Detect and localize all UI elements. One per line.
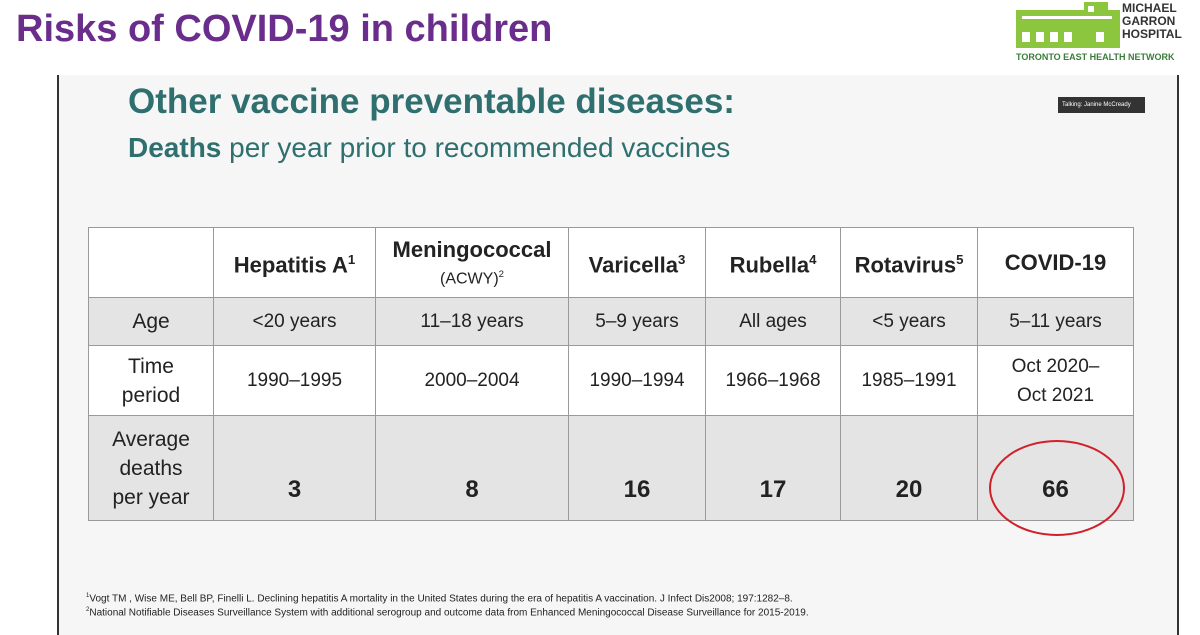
subtitle-rest: per year prior to recommended vaccines: [221, 132, 731, 163]
column-name: Rotavirus: [854, 252, 957, 278]
table-cell: 3: [213, 415, 376, 521]
cell-text: 1990–1995: [246, 370, 343, 391]
table-cell: Time period: [88, 345, 214, 416]
row-label: Average: [112, 427, 190, 451]
talking-indicator: Talking: Janine McCready: [1058, 97, 1145, 113]
footnote-mark: 1: [347, 252, 356, 268]
cell-value: 8: [465, 475, 479, 503]
page: Risks of COVID-19 in children MICHAEL GAR…: [16, 1, 1182, 635]
subtitle-bold: Deaths: [128, 132, 222, 163]
highlight-ellipse: [989, 440, 1125, 536]
row-label: period: [121, 383, 181, 407]
footnote-mark: 3: [677, 252, 686, 268]
table-cell: [88, 227, 214, 298]
table-cell: COVID-19: [977, 227, 1134, 298]
footnote-mark: 4: [809, 252, 817, 268]
cell-text: 2000–2004: [424, 370, 520, 391]
table-cell: Average deaths per year: [88, 415, 214, 521]
column-name: Hepatitis A: [233, 252, 348, 278]
table-cell: 16: [568, 415, 706, 521]
logo-line: GARRON: [1122, 14, 1176, 28]
logo-line: HOSPITAL: [1122, 27, 1182, 41]
table-cell: 8: [375, 415, 569, 521]
slide-title: Other vaccine preventable diseases:: [128, 82, 735, 121]
row-label: deaths: [119, 456, 183, 480]
cell-value: 3: [287, 475, 302, 503]
table-cell: 20: [840, 415, 978, 521]
table-cell: Hepatitis A1: [213, 227, 376, 298]
footnote-mark: 2: [86, 607, 90, 613]
footnote: 2National Notifiable Diseases Surveillan…: [86, 607, 809, 618]
slide-subtitle: Deaths per year prior to recommended vac…: [128, 132, 730, 164]
footnote-mark: 2: [498, 268, 504, 280]
cell-text: All ages: [739, 311, 807, 332]
table-cell: 2000–2004: [375, 345, 569, 416]
table-cell: 1966–1968: [705, 345, 841, 416]
row-label: Age: [132, 310, 170, 333]
cell-text: 1966–1968: [725, 370, 821, 391]
cell-value: 66: [1042, 475, 1069, 503]
table-cell: <20 years: [213, 297, 376, 346]
table-cell: 5–11 years: [977, 297, 1134, 346]
table-cell: Varicella3: [568, 227, 706, 298]
cell-text: 11–18 years: [420, 311, 524, 332]
logo-name: MICHAEL GARRON HOSPITAL: [1122, 2, 1182, 41]
header-title: Risks of COVID-19 in children: [16, 8, 553, 50]
row-label: per year: [112, 485, 190, 509]
column-name: Varicella: [588, 252, 678, 278]
column-sub: (ACWY)2: [440, 264, 504, 290]
cell-value: 16: [623, 475, 651, 503]
cell-value: 17: [759, 475, 787, 503]
table-cell: Rubella4: [705, 227, 841, 298]
column-header: COVID-19: [1005, 248, 1106, 277]
footnote-text: National Notifiable Diseases Surveillanc…: [89, 607, 809, 619]
logo-line: MICHAEL: [1122, 1, 1177, 15]
table-cell: All ages: [705, 297, 841, 346]
table-cell: 1985–1991: [840, 345, 978, 416]
table-cell: 1990–1995: [213, 345, 376, 416]
footnote-mark: 5: [956, 252, 964, 268]
table-cell: Meningococcal (ACWY)2: [375, 227, 569, 298]
table-cell: Age: [88, 297, 214, 346]
table-cell: 5–9 years: [568, 297, 706, 346]
table-cell: 1990–1994: [568, 345, 706, 416]
cell-text: 5–11 years: [1009, 311, 1102, 332]
column-name: Meningococcal: [392, 236, 552, 262]
footnote: 1Vogt TM , Wise ME, Bell BP, Finelli L. …: [86, 593, 793, 604]
table-cell: 11–18 years: [375, 297, 569, 346]
column-name: COVID-19: [1004, 250, 1107, 275]
table-cell: <5 years: [840, 297, 978, 346]
cell-text: 1985–1991: [861, 370, 957, 391]
table-cell: 17: [705, 415, 841, 521]
cell-text: Oct 2021: [1016, 384, 1095, 406]
table-cell: Rotavirus5: [840, 227, 978, 298]
cell-text: 5–9 years: [595, 311, 679, 332]
footnote-mark: 1: [86, 593, 90, 599]
cell-text: 1990–1994: [589, 370, 685, 391]
column-name: Rubella: [729, 252, 810, 278]
table-cell: Oct 2020– Oct 2021: [977, 345, 1134, 416]
table-cell: 66: [977, 415, 1134, 521]
row-label: Time: [128, 354, 174, 378]
column-header: Varicella3: [589, 245, 686, 279]
cell-text: Oct 2020–: [1011, 355, 1100, 377]
column-subname: (ACWY): [440, 270, 499, 288]
column-header: Rubella4: [730, 245, 817, 279]
column-header: Rotavirus5: [855, 245, 964, 279]
footnote-text: Vogt TM , Wise ME, Bell BP, Finelli L. D…: [89, 593, 793, 605]
column-header: Meningococcal: [393, 235, 552, 264]
cell-text: <20 years: [252, 311, 337, 332]
column-header: Hepatitis A1: [234, 245, 355, 279]
logo-network: TORONTO EAST HEALTH NETWORK: [1016, 52, 1175, 62]
cell-text: <5 years: [872, 311, 946, 332]
logo-icon: [1016, 2, 1120, 48]
cell-value: 20: [895, 475, 923, 503]
